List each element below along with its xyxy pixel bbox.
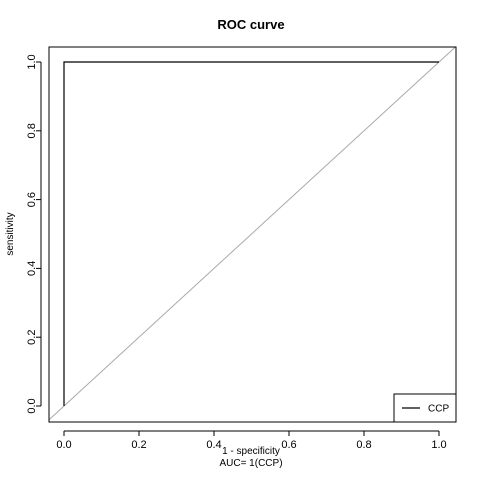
x-axis-title: 1 - specificity xyxy=(222,446,280,457)
x-tick-label: 0.8 xyxy=(356,439,371,451)
x-tick-label: 0.2 xyxy=(131,439,146,451)
series-line-ccp xyxy=(63,61,439,406)
y-tick-label: 0.8 xyxy=(26,123,38,138)
chart-title: ROC curve xyxy=(217,17,284,32)
y-tick-label: 0.0 xyxy=(26,398,38,413)
y-tick-label: 0.6 xyxy=(26,192,38,207)
x-tick-label: 0.6 xyxy=(281,439,296,451)
legend-label: CCP xyxy=(428,404,449,415)
y-tick-label: 0.2 xyxy=(26,330,38,345)
x-tick-label: 0.4 xyxy=(206,439,221,451)
auc-annotation: AUC= 1(CCP) xyxy=(219,458,282,469)
y-tick-label: 0.4 xyxy=(26,261,38,276)
x-tick-label: 1.0 xyxy=(431,439,446,451)
legend: CCP xyxy=(393,393,457,423)
y-axis-title: sensitivity xyxy=(5,212,16,255)
plot-frame xyxy=(48,46,457,423)
reference-diagonal-line xyxy=(49,47,456,421)
y-tick-label: 1.0 xyxy=(26,54,38,69)
x-tick-label: 0.0 xyxy=(56,439,71,451)
